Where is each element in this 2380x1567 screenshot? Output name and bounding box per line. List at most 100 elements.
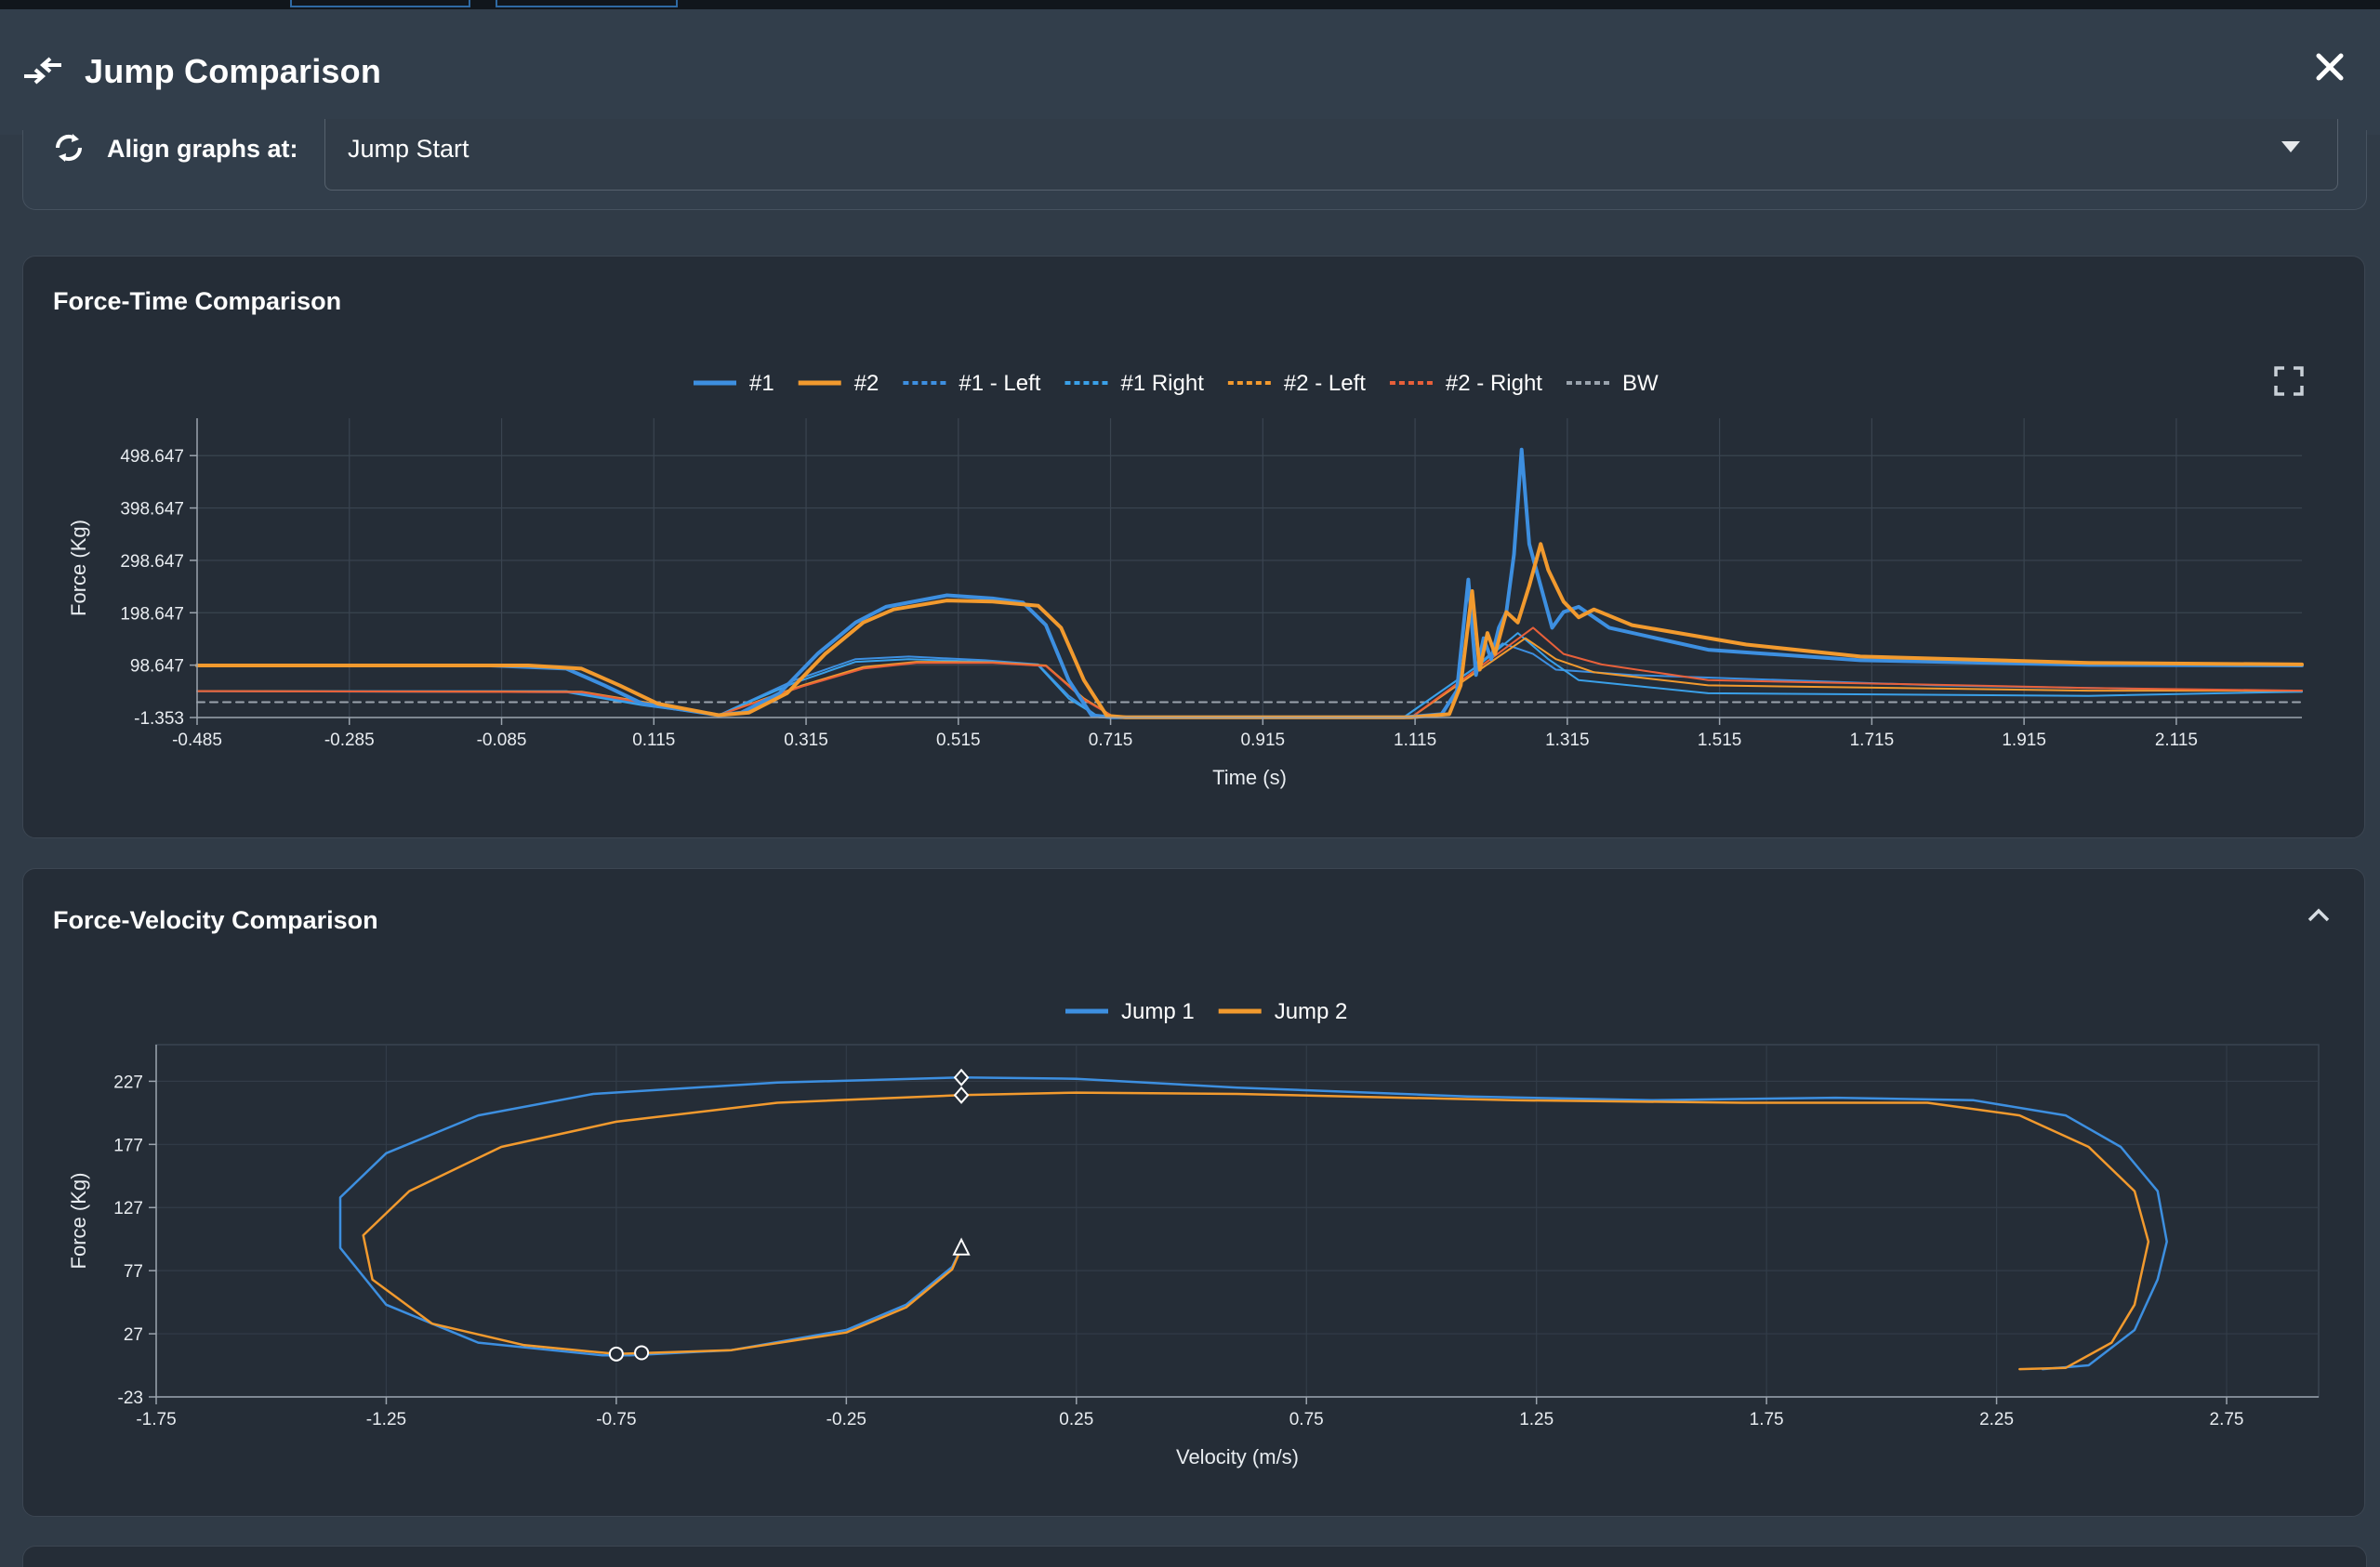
- force-time-y-axis-title: Force (Kg): [67, 520, 90, 616]
- force-velocity-panel: Force-Velocity Comparison: [22, 868, 2365, 1517]
- force-velocity-markers: [608, 1068, 971, 1362]
- x-tick-label: -0.485: [172, 731, 222, 750]
- x-tick-label: -0.085: [477, 731, 527, 750]
- force-time-chart: #1 #2 #1 - Left #1 Right #2 - Left #2 - Right…: [67, 366, 2304, 789]
- y-tick-label: 127: [113, 1199, 143, 1218]
- series-line--1-right: [196, 632, 2303, 718]
- compare-arrows-icon: [24, 57, 61, 85]
- y-tick-label: 227: [113, 1073, 143, 1092]
- series-line--2: [195, 542, 2304, 719]
- force-velocity-y-axis-title: Force (Kg): [67, 1173, 90, 1270]
- y-tick-label: 398.647: [120, 500, 184, 520]
- force-time-panel: Force-Time Comparison: [22, 256, 2365, 838]
- chevron-up-icon[interactable]: [2307, 906, 2331, 923]
- y-tick-label: 298.647: [120, 552, 184, 572]
- x-tick-label: -1.25: [366, 1410, 406, 1429]
- x-tick-label: 0.715: [1089, 731, 1133, 750]
- y-tick-label: 498.647: [120, 447, 184, 467]
- force-velocity-x-axis-title: Velocity (m/s): [1176, 1445, 1299, 1468]
- legend-label: Jump 1: [1121, 999, 1195, 1024]
- force-velocity-title: Force-Velocity Comparison: [53, 906, 378, 934]
- series-line--2-right: [196, 626, 2303, 718]
- x-tick-label: 2.25: [1979, 1410, 2014, 1429]
- x-tick-label: 1.75: [1750, 1410, 1784, 1429]
- force-velocity-legend: Jump 1 Jump 2: [1065, 999, 1347, 1024]
- x-tick-label: 1.25: [1519, 1410, 1554, 1429]
- legend-item[interactable]: #1: [694, 371, 774, 396]
- legend-label: BW: [1622, 371, 1659, 396]
- triangle-marker: [952, 1237, 971, 1256]
- x-tick-label: 1.915: [2002, 731, 2046, 750]
- force-time-axes: -0.485 -0.285 -0.085 0.115 0.315 0.515 0.715 0.…: [120, 418, 2302, 750]
- force-time-series: [195, 447, 2304, 719]
- y-tick-label: -1.353: [134, 709, 184, 729]
- x-tick-label: 2.75: [2210, 1410, 2244, 1429]
- force-velocity-chart: Jump 1 Jump 2 -1.75 -1.25 -0.75 -0.25 0.25 0.7…: [67, 999, 2320, 1468]
- x-tick-label: 1.715: [1850, 731, 1895, 750]
- x-tick-label: -0.75: [596, 1410, 636, 1429]
- y-tick-label: 77: [124, 1262, 143, 1282]
- x-tick-label: 0.915: [1241, 731, 1286, 750]
- legend-item[interactable]: #2: [798, 371, 879, 396]
- x-tick-label: 0.315: [784, 731, 828, 750]
- modal-header: [0, 9, 2380, 135]
- x-tick-label: 0.75: [1289, 1410, 1324, 1429]
- x-tick-label: 1.315: [1545, 731, 1590, 750]
- legend-item[interactable]: Jump 1: [1065, 999, 1195, 1024]
- circle-marker: [634, 1345, 650, 1361]
- align-select[interactable]: [324, 119, 2338, 191]
- x-tick-label: 0.115: [632, 731, 675, 750]
- chevron-down-icon[interactable]: [2281, 141, 2300, 152]
- diamond-marker: [953, 1086, 970, 1104]
- legend-label: #2 - Left: [1284, 371, 1366, 396]
- background-tab: [496, 0, 678, 7]
- legend-item[interactable]: Jump 2: [1218, 999, 1348, 1024]
- legend-item[interactable]: #1 - Left: [903, 371, 1041, 396]
- x-tick-label: 0.25: [1059, 1410, 1093, 1429]
- y-tick-label: 98.647: [130, 657, 184, 677]
- align-label: Align graphs at:: [107, 135, 298, 163]
- background-app-strip: [0, 0, 2380, 9]
- legend-label: #1: [749, 371, 774, 396]
- y-tick-label: 198.647: [120, 604, 184, 624]
- force-velocity-series: [338, 1076, 2168, 1371]
- legend-label: Jump 2: [1275, 999, 1348, 1024]
- y-tick-label: 177: [113, 1136, 143, 1155]
- force-time-legend: #1 #2 #1 - Left #1 Right #2 - Left #2 - Right…: [694, 371, 1659, 396]
- legend-item[interactable]: #1 Right: [1064, 371, 1204, 396]
- circle-marker: [608, 1346, 624, 1362]
- force-velocity-grid: [155, 1044, 2320, 1398]
- legend-item[interactable]: BW: [1566, 371, 1659, 396]
- legend-label: #1 Right: [1120, 371, 1204, 396]
- legend-label: #2: [854, 371, 879, 396]
- force-time-title: Force-Time Comparison: [53, 287, 342, 315]
- close-icon[interactable]: [2311, 48, 2348, 86]
- force-velocity-axes: -1.75 -1.25 -0.75 -0.25 0.25 0.75 1.25 1.75 2.25…: [113, 1045, 2319, 1429]
- align-select-value[interactable]: Jump Start: [348, 135, 469, 163]
- x-tick-label: 0.515: [936, 731, 981, 750]
- series-line-jump-2: [362, 1091, 2150, 1371]
- fullscreen-icon[interactable]: [2274, 366, 2304, 396]
- series-line--1-left: [196, 642, 2303, 718]
- x-tick-label: -1.75: [136, 1410, 176, 1429]
- force-time-x-axis-title: Time (s): [1212, 766, 1287, 789]
- y-tick-label: -23: [118, 1389, 143, 1408]
- force-time-grid: [196, 418, 2302, 718]
- y-tick-label: 27: [124, 1325, 143, 1345]
- legend-label: #2 - Right: [1446, 371, 1542, 396]
- x-tick-label: 1.115: [1394, 731, 1436, 750]
- diamond-marker: [953, 1068, 970, 1086]
- modal-title: Jump Comparison: [85, 52, 382, 90]
- legend-item[interactable]: #2 - Right: [1389, 371, 1542, 396]
- sync-icon: [55, 134, 83, 162]
- background-tab: [290, 0, 470, 7]
- next-panel-edge: [22, 1546, 2367, 1567]
- x-tick-label: 2.115: [2155, 731, 2198, 750]
- x-tick-label: -0.25: [826, 1410, 866, 1429]
- legend-label: #1 - Left: [959, 371, 1040, 396]
- x-tick-label: 1.515: [1698, 731, 1742, 750]
- legend-item[interactable]: #2 - Left: [1227, 371, 1366, 396]
- series-line--2-left: [196, 637, 2303, 718]
- series-line--1: [195, 447, 2304, 719]
- fv-plot-frame: [155, 1044, 2320, 1398]
